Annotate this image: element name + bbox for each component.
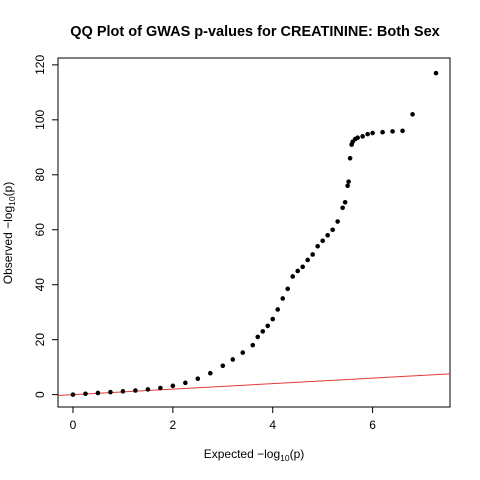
data-point bbox=[120, 389, 126, 394]
data-point bbox=[345, 183, 350, 189]
data-point bbox=[315, 243, 320, 249]
x-tick-label: 2 bbox=[170, 418, 177, 432]
reference-line-layer bbox=[57, 373, 451, 396]
data-point bbox=[108, 389, 113, 395]
data-point bbox=[275, 307, 281, 312]
data-point bbox=[340, 205, 345, 211]
data-point bbox=[250, 342, 256, 348]
y-tick-label: 40 bbox=[33, 278, 47, 292]
x-tick-label: 0 bbox=[70, 418, 77, 432]
x-tick-label: 6 bbox=[369, 418, 376, 432]
y-tick-label: 80 bbox=[33, 168, 47, 182]
x-axis: 0 2 4 6 bbox=[70, 406, 376, 432]
data-point bbox=[230, 357, 236, 362]
data-point bbox=[290, 274, 296, 279]
data-point bbox=[370, 130, 375, 136]
data-point bbox=[95, 390, 101, 396]
data-point bbox=[410, 112, 415, 117]
y-tick-label: 120 bbox=[33, 55, 47, 75]
data-point bbox=[320, 238, 325, 244]
data-point bbox=[347, 156, 353, 161]
data-point bbox=[220, 363, 226, 369]
data-point bbox=[325, 232, 330, 238]
data-point bbox=[208, 370, 213, 376]
data-point bbox=[346, 179, 351, 184]
data-point bbox=[270, 316, 276, 322]
data-point bbox=[83, 391, 88, 397]
data-point bbox=[70, 392, 76, 397]
data-point bbox=[145, 387, 151, 392]
data-point bbox=[255, 334, 261, 340]
y-tick-label: 0 bbox=[33, 391, 47, 398]
data-point bbox=[133, 388, 138, 393]
data-point bbox=[305, 257, 310, 263]
data-point bbox=[285, 286, 291, 292]
data-point bbox=[390, 129, 395, 134]
data-point bbox=[342, 199, 348, 205]
data-point bbox=[355, 135, 360, 140]
data-point bbox=[400, 128, 405, 134]
data-point bbox=[170, 383, 176, 389]
x-tick-label: 4 bbox=[269, 418, 276, 432]
data-point bbox=[195, 376, 201, 381]
reference-line bbox=[57, 373, 451, 396]
data-point bbox=[280, 296, 286, 301]
plot-box bbox=[57, 57, 451, 408]
data-point bbox=[183, 380, 188, 386]
data-point bbox=[330, 227, 335, 233]
y-tick-label: 100 bbox=[33, 109, 47, 129]
y-tick-label: 20 bbox=[33, 333, 47, 347]
data-point bbox=[158, 385, 163, 391]
y-axis: 0 20 40 60 80 100 120 bbox=[33, 55, 59, 398]
data-point bbox=[360, 134, 365, 139]
data-point bbox=[380, 129, 385, 135]
data-point bbox=[300, 264, 305, 270]
y-axis-label: Observed −log10(p) bbox=[1, 182, 17, 285]
data-point bbox=[265, 323, 271, 329]
data-point bbox=[310, 252, 315, 257]
chart-title: QQ Plot of GWAS p-values for CREATININE:… bbox=[70, 24, 440, 40]
points-layer bbox=[70, 70, 439, 397]
data-point bbox=[240, 350, 246, 355]
x-axis-label: Expected −log10(p) bbox=[204, 447, 305, 463]
data-point bbox=[260, 329, 266, 334]
data-point bbox=[433, 70, 439, 76]
data-point bbox=[335, 219, 340, 224]
data-point bbox=[295, 268, 300, 274]
y-tick-label: 60 bbox=[33, 223, 47, 237]
data-point bbox=[365, 131, 370, 137]
